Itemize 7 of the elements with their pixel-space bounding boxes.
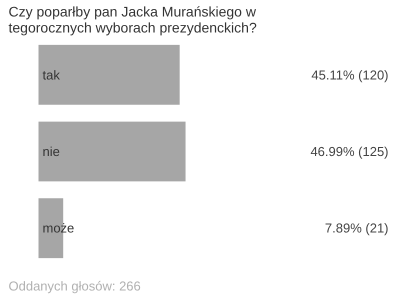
data-label: 7.89% (21) [324, 220, 389, 236]
text: Oddanych głosów: 266 [8, 278, 141, 294]
data-label: 46.99% (125) [310, 144, 389, 159]
chart-title: Czy poparłby pan Jacka Murańskiego w tegorocznych wyborach prezydenckich? [8, 4, 257, 36]
y-tick-label: tak [42, 67, 60, 82]
y-tick-label: nie [42, 144, 60, 159]
data-label: 45.11% (120) [311, 67, 389, 82]
